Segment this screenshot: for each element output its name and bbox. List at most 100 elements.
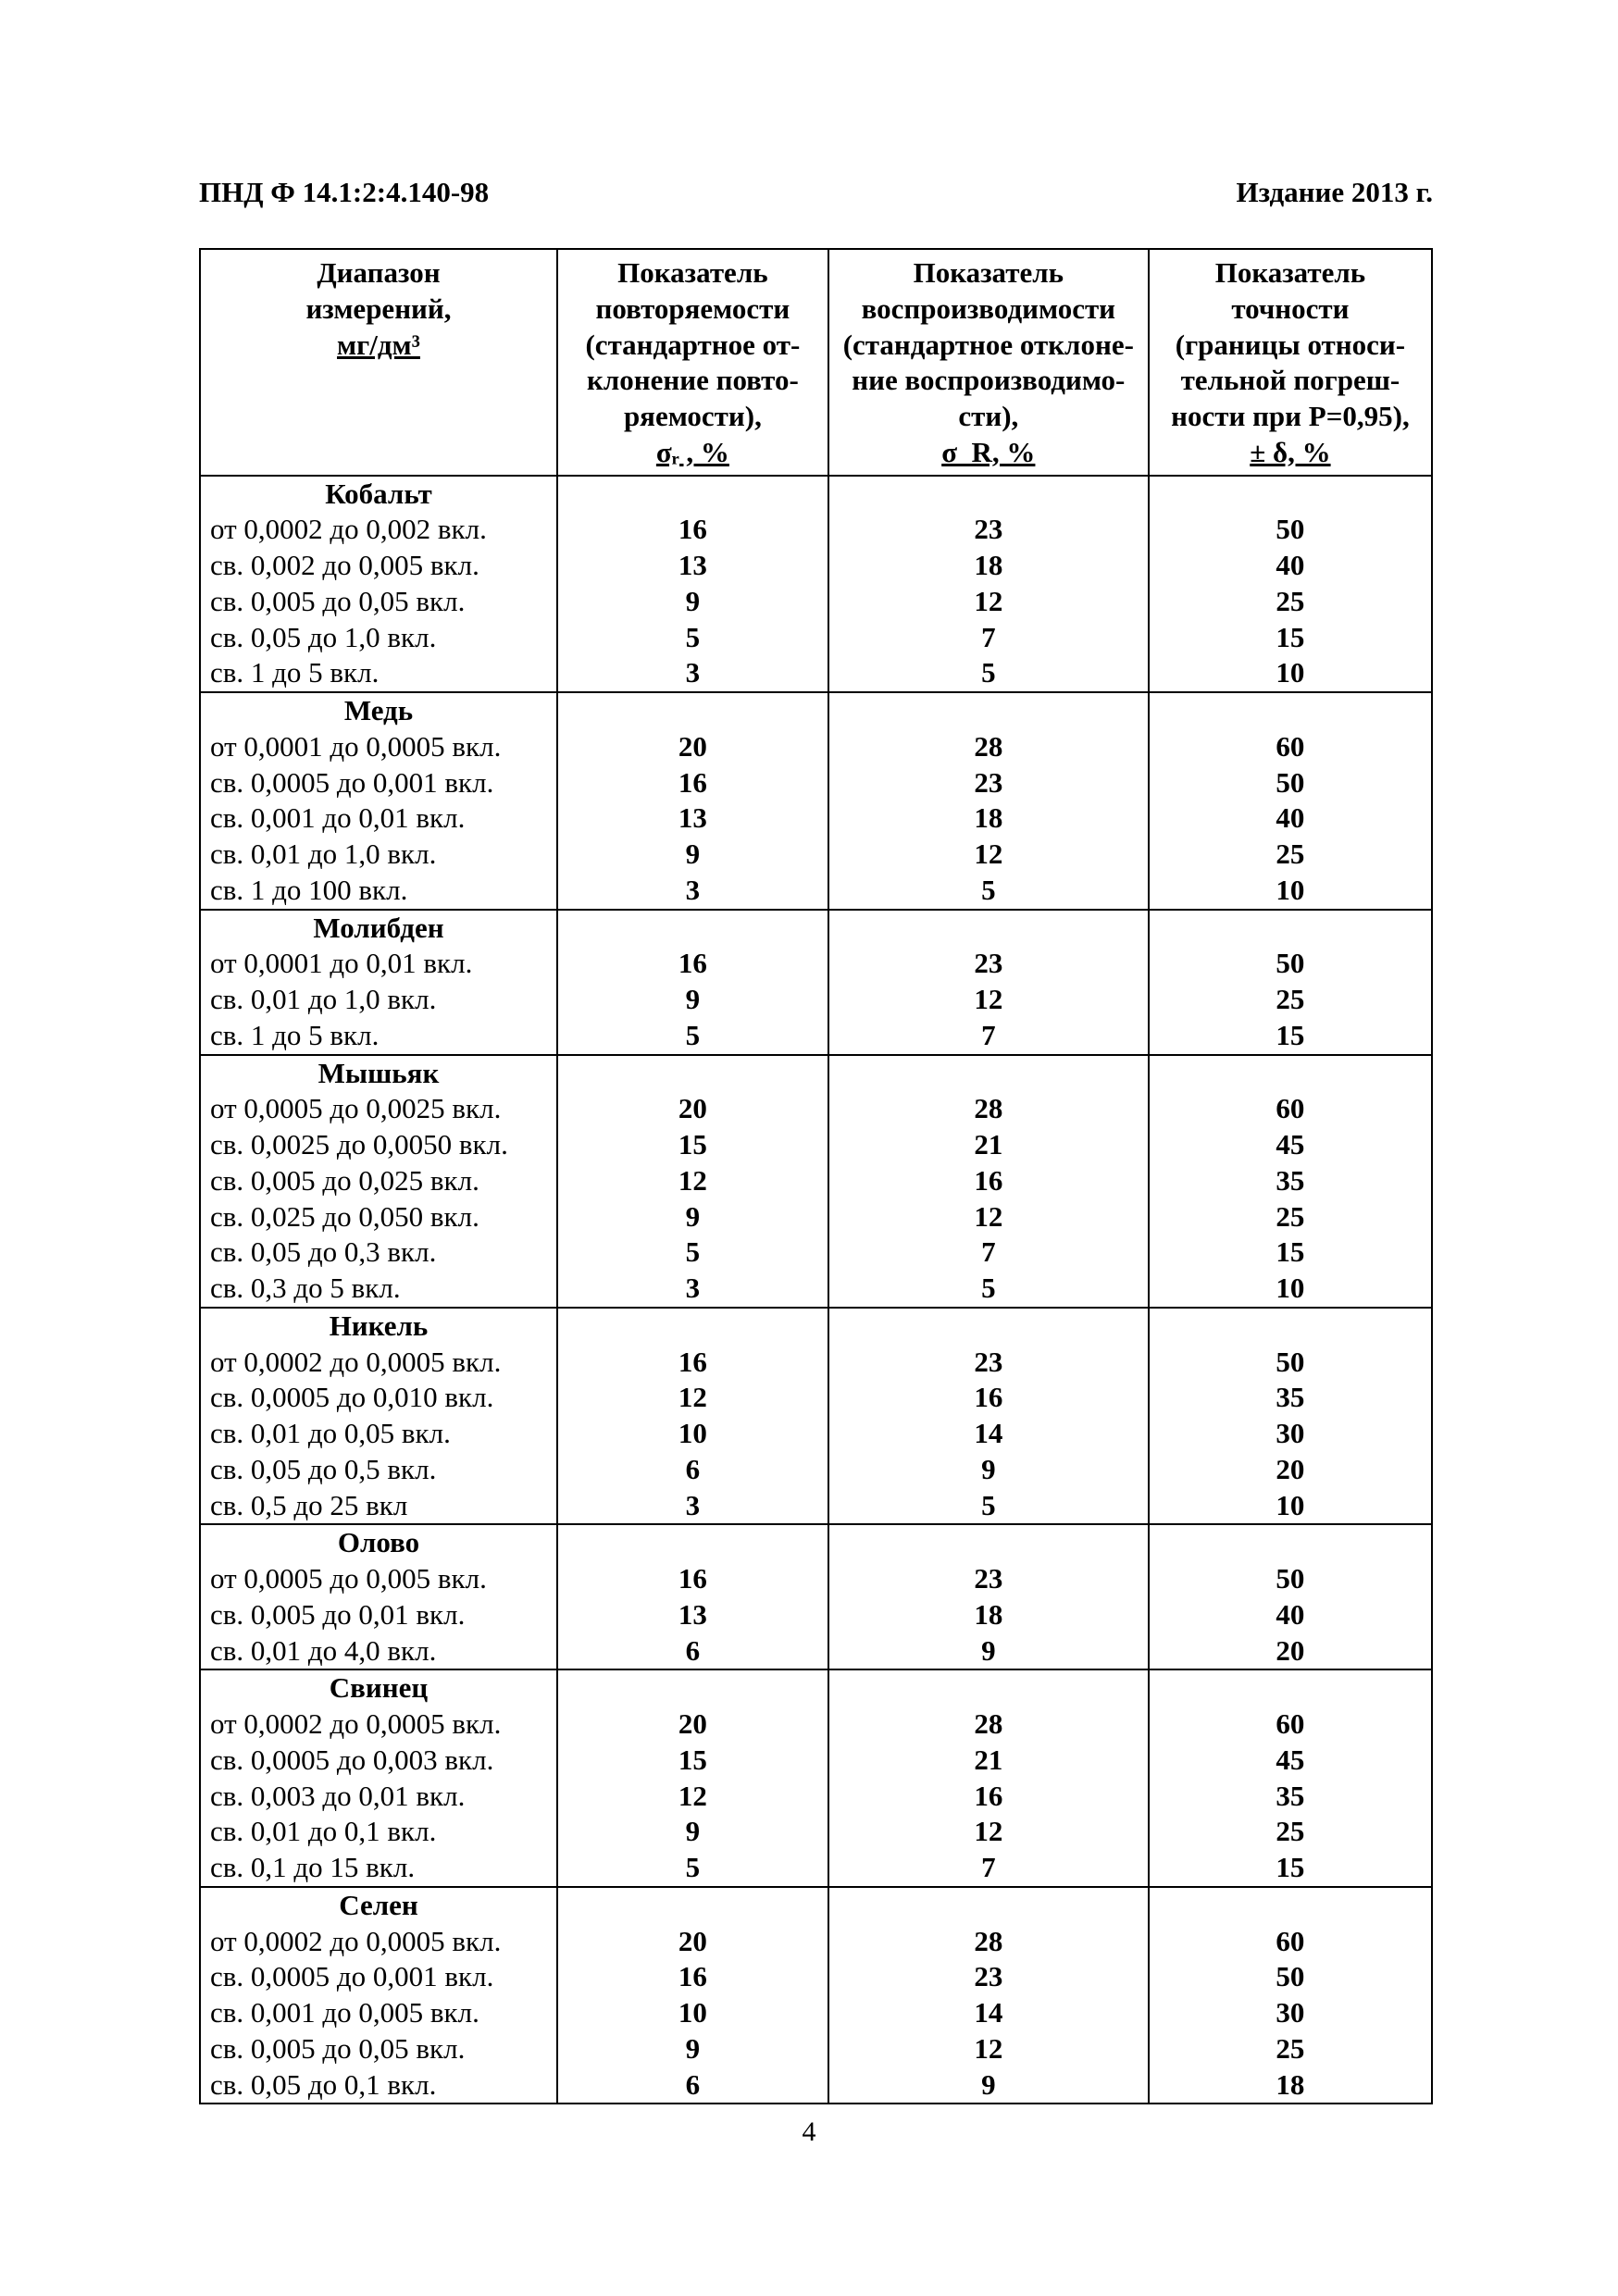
table-row: св. 0,001 до 0,01 вкл.131840 [200,800,1432,837]
col-header-line: ± δ, % [1157,435,1424,471]
value-cell: 18 [828,1597,1149,1633]
value-cell: 10 [1149,655,1432,692]
table-row: св. 0,003 до 0,01 вкл.121635 [200,1779,1432,1815]
empty-cell [1149,1887,1432,1924]
section-title: Мышьяк [200,1055,557,1092]
table-row: от 0,0002 до 0,0005 вкл.202860 [200,1706,1432,1743]
range-cell: от 0,0001 до 0,01 вкл. [200,946,557,982]
value-cell: 18 [828,800,1149,837]
value-cell: 20 [557,1924,828,1960]
col-header-line: мг/дм³ [208,328,549,364]
value-cell: 15 [1149,620,1432,656]
value-cell: 21 [828,1743,1149,1779]
value-cell: 10 [557,1416,828,1452]
value-cell: 15 [1149,1235,1432,1271]
section-header-row: Медь [200,692,1432,729]
col-header-reproducibility: Показательвоспроизводимости(стандартное … [828,249,1149,476]
section-title: Молибден [200,910,557,947]
table-row: от 0,0005 до 0,0025 вкл.202860 [200,1091,1432,1127]
range-cell: св. 0,05 до 1,0 вкл. [200,620,557,656]
range-cell: св. 0,0025 до 0,0050 вкл. [200,1127,557,1163]
range-cell: св. 1 до 100 вкл. [200,873,557,910]
value-cell: 5 [828,655,1149,692]
value-cell: 16 [557,946,828,982]
value-cell: 50 [1149,1345,1432,1381]
value-cell: 28 [828,1924,1149,1960]
value-cell: 40 [1149,1597,1432,1633]
value-cell: 50 [1149,1959,1432,1995]
value-cell: 25 [1149,584,1432,620]
range-cell: св. 0,1 до 15 вкл. [200,1850,557,1887]
empty-cell [1149,1524,1432,1561]
value-cell: 35 [1149,1380,1432,1416]
range-cell: св. 0,002 до 0,005 вкл. [200,548,557,584]
range-cell: св. 0,01 до 4,0 вкл. [200,1633,557,1670]
table-row: св. 0,0005 до 0,001 вкл.162350 [200,1959,1432,1995]
page-header: ПНД Ф 14.1:2:4.140-98 Издание 2013 г. [199,176,1433,209]
value-cell: 15 [1149,1850,1432,1887]
empty-cell [828,1055,1149,1092]
value-cell: 20 [1149,1452,1432,1488]
empty-cell [1149,692,1432,729]
value-cell: 5 [557,1018,828,1055]
value-cell: 9 [557,2031,828,2067]
table-row: от 0,0002 до 0,0005 вкл.202860 [200,1924,1432,1960]
range-cell: св. 1 до 5 вкл. [200,655,557,692]
range-cell: св. 1 до 5 вкл. [200,1018,557,1055]
col-header-repeatability: Показательповторяемости(стандартное от-к… [557,249,828,476]
value-cell: 15 [557,1743,828,1779]
section-header-row: Кобальт [200,476,1432,513]
value-cell: 14 [828,1416,1149,1452]
value-cell: 3 [557,873,828,910]
col-header-range: Диапазонизмерений,мг/дм³ [200,249,557,476]
value-cell: 35 [1149,1163,1432,1199]
doc-edition: Издание 2013 г. [1236,176,1433,209]
col-header-line: (стандартное отклоне- [837,328,1140,364]
value-cell: 50 [1149,946,1432,982]
table-row: св. 0,5 до 25 вкл3510 [200,1488,1432,1525]
value-cell: 25 [1149,837,1432,873]
value-cell: 9 [557,1814,828,1850]
value-cell: 28 [828,729,1149,765]
table-row: св. 0,001 до 0,005 вкл.101430 [200,1995,1432,2031]
table-row: св. 1 до 5 вкл.3510 [200,655,1432,692]
value-cell: 12 [828,2031,1149,2067]
empty-cell [1149,910,1432,947]
value-cell: 10 [1149,1271,1432,1308]
accuracy-table: Диапазонизмерений,мг/дм³ Показательповто… [199,248,1433,2104]
range-cell: св. 0,01 до 1,0 вкл. [200,837,557,873]
value-cell: 10 [1149,873,1432,910]
range-cell: св. 0,05 до 0,1 вкл. [200,2067,557,2104]
value-cell: 9 [828,1633,1149,1670]
value-cell: 35 [1149,1779,1432,1815]
col-header-line: воспроизводимости [837,292,1140,328]
value-cell: 20 [557,1091,828,1127]
value-cell: 12 [557,1163,828,1199]
empty-cell [828,910,1149,947]
value-cell: 12 [828,1814,1149,1850]
value-cell: 23 [828,1345,1149,1381]
value-cell: 7 [828,1018,1149,1055]
table-row: св. 0,01 до 1,0 вкл.91225 [200,982,1432,1018]
value-cell: 16 [828,1163,1149,1199]
value-cell: 16 [828,1779,1149,1815]
table-row: св. 0,002 до 0,005 вкл.131840 [200,548,1432,584]
value-cell: 7 [828,1850,1149,1887]
range-cell: св. 0,0005 до 0,003 вкл. [200,1743,557,1779]
value-cell: 5 [828,1271,1149,1308]
range-cell: св. 0,01 до 1,0 вкл. [200,982,557,1018]
table-row: св. 0,005 до 0,05 вкл.91225 [200,2031,1432,2067]
range-cell: от 0,0002 до 0,0005 вкл. [200,1345,557,1381]
range-cell: св. 0,005 до 0,05 вкл. [200,2031,557,2067]
value-cell: 16 [557,512,828,548]
range-cell: св. 0,5 до 25 вкл [200,1488,557,1525]
empty-cell [557,476,828,513]
empty-cell [557,1524,828,1561]
value-cell: 16 [557,1561,828,1597]
value-cell: 23 [828,1561,1149,1597]
table-row: св. 0,01 до 4,0 вкл.6920 [200,1633,1432,1670]
table-row: св. 0,3 до 5 вкл.3510 [200,1271,1432,1308]
value-cell: 16 [557,1345,828,1381]
col-header-line: (стандартное от- [566,328,820,364]
value-cell: 40 [1149,548,1432,584]
